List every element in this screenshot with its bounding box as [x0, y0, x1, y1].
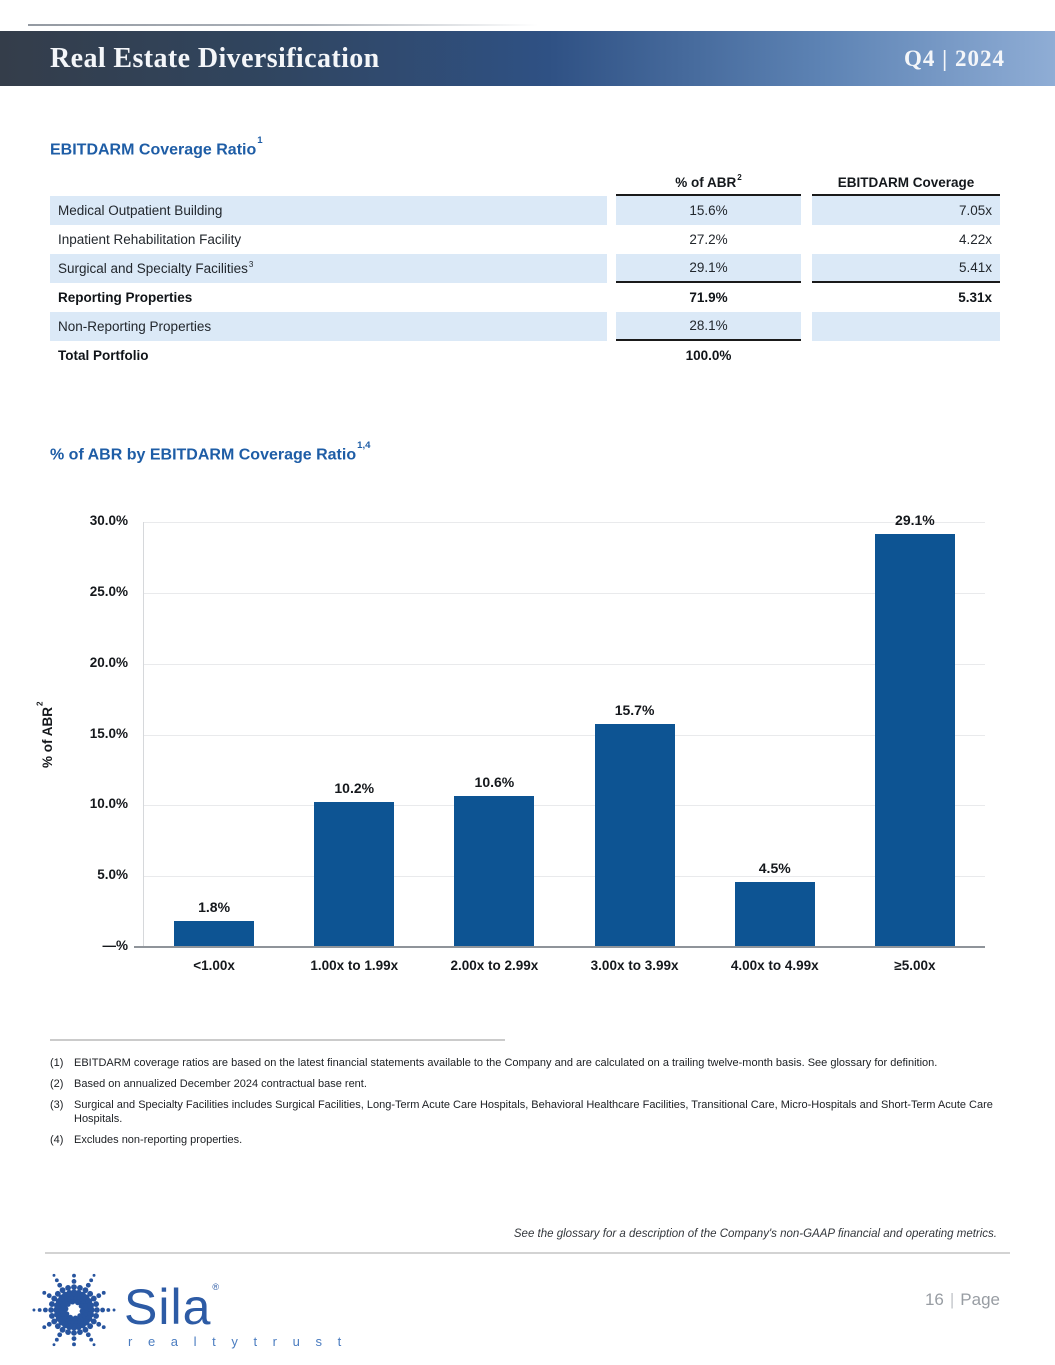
- gridline: [144, 805, 985, 807]
- bar-group: 10.2% 1.00x to 1.99x: [310, 779, 399, 974]
- gridline: [144, 876, 985, 878]
- coverage-table: % of ABR 2 EBITDARM Coverage Medical Outp…: [50, 173, 1000, 370]
- bar-chart: 1.8% <1.00x 10.2% 1.00x to 1.99x 10.6% 2…: [134, 512, 985, 974]
- bar-group: 4.5% 4.00x to 4.99x: [730, 860, 819, 973]
- bar-group: 29.1% ≥5.00x: [845, 512, 985, 973]
- bar: [174, 920, 255, 946]
- bar: [454, 795, 535, 946]
- table-title-footnote-ref: 1: [257, 134, 263, 146]
- bar-group: 10.6% 2.00x to 2.99x: [450, 773, 539, 973]
- brand-tagline: r e a l t y t r u s t: [128, 1334, 348, 1350]
- bar-group: 1.8% <1.00x: [144, 522, 284, 973]
- footnote-divider: [50, 1039, 505, 1041]
- footnote: (2) Based on annualized December 2024 co…: [50, 1078, 367, 1090]
- registered-mark: ®: [212, 1281, 221, 1292]
- bar-group: 15.7% 3.00x to 3.99x: [590, 701, 679, 973]
- brand-name: Sila®: [124, 1279, 221, 1336]
- table-header-row: % of ABR 2 EBITDARM Coverage: [50, 173, 1000, 196]
- table-row: Non-Reporting Properties 28.1%: [50, 312, 1000, 341]
- col-header-coverage: EBITDARM Coverage: [812, 173, 1000, 196]
- gridline: [144, 734, 985, 736]
- bar: [874, 533, 955, 946]
- bar: [594, 723, 675, 946]
- table-row-total: Total Portfolio 100.0%: [58, 348, 732, 363]
- footer-divider: [45, 1252, 1010, 1254]
- sila-logo-burst-icon: [30, 1266, 118, 1359]
- footnotes: (1) EBITDARM coverage ratios are based o…: [50, 1056, 995, 1154]
- y-axis-ticks: 30.0% 25.0% 20.0% 15.0% 10.0% 5.0% —%: [89, 513, 128, 953]
- col-header-abr: % of ABR 2: [616, 173, 801, 196]
- bar: [734, 882, 815, 946]
- table-row-subtotal: Reporting Properties 71.9% 5.31x: [58, 290, 992, 305]
- footnote: (1) EBITDARM coverage ratios are based o…: [50, 1057, 938, 1069]
- page-header: Real Estate Diversification Q4 | 2024: [0, 31, 1055, 86]
- footnote: (3) Surgical and Specialty Facilities in…: [50, 1099, 993, 1125]
- glossary-note: See the glossary for a description of th…: [513, 1228, 997, 1240]
- footnote: (4) Excludes non-reporting properties.: [50, 1134, 243, 1146]
- gridline: [144, 663, 985, 665]
- table-row: Medical Outpatient Building 15.6% 7.05x: [50, 196, 1000, 225]
- chart-title: % of ABR by EBITDARM Coverage Ratio1,4: [50, 439, 371, 464]
- table-row: Surgical and Specialty Facilities 3 29.1%…: [50, 254, 1000, 283]
- sila-logo: Sila® r e a l t y t r u s t: [30, 1266, 347, 1359]
- page-number-separator: |: [949, 1290, 955, 1309]
- page-number: 16 | Page: [924, 1290, 1000, 1309]
- bar: [314, 801, 395, 946]
- page-title: Real Estate Diversification: [50, 42, 380, 74]
- gridline: [144, 522, 985, 523]
- chart-title-footnote-ref: 1,4: [357, 439, 371, 451]
- x-axis-line: [134, 946, 985, 948]
- table-title: EBITDARM Coverage Ratio1: [50, 134, 263, 159]
- gridline: [144, 592, 985, 594]
- table-row: Inpatient Rehabilitation Facility 27.2% …: [58, 232, 992, 247]
- top-hairline: [28, 24, 538, 26]
- report-period: Q4 | 2024: [904, 45, 1005, 71]
